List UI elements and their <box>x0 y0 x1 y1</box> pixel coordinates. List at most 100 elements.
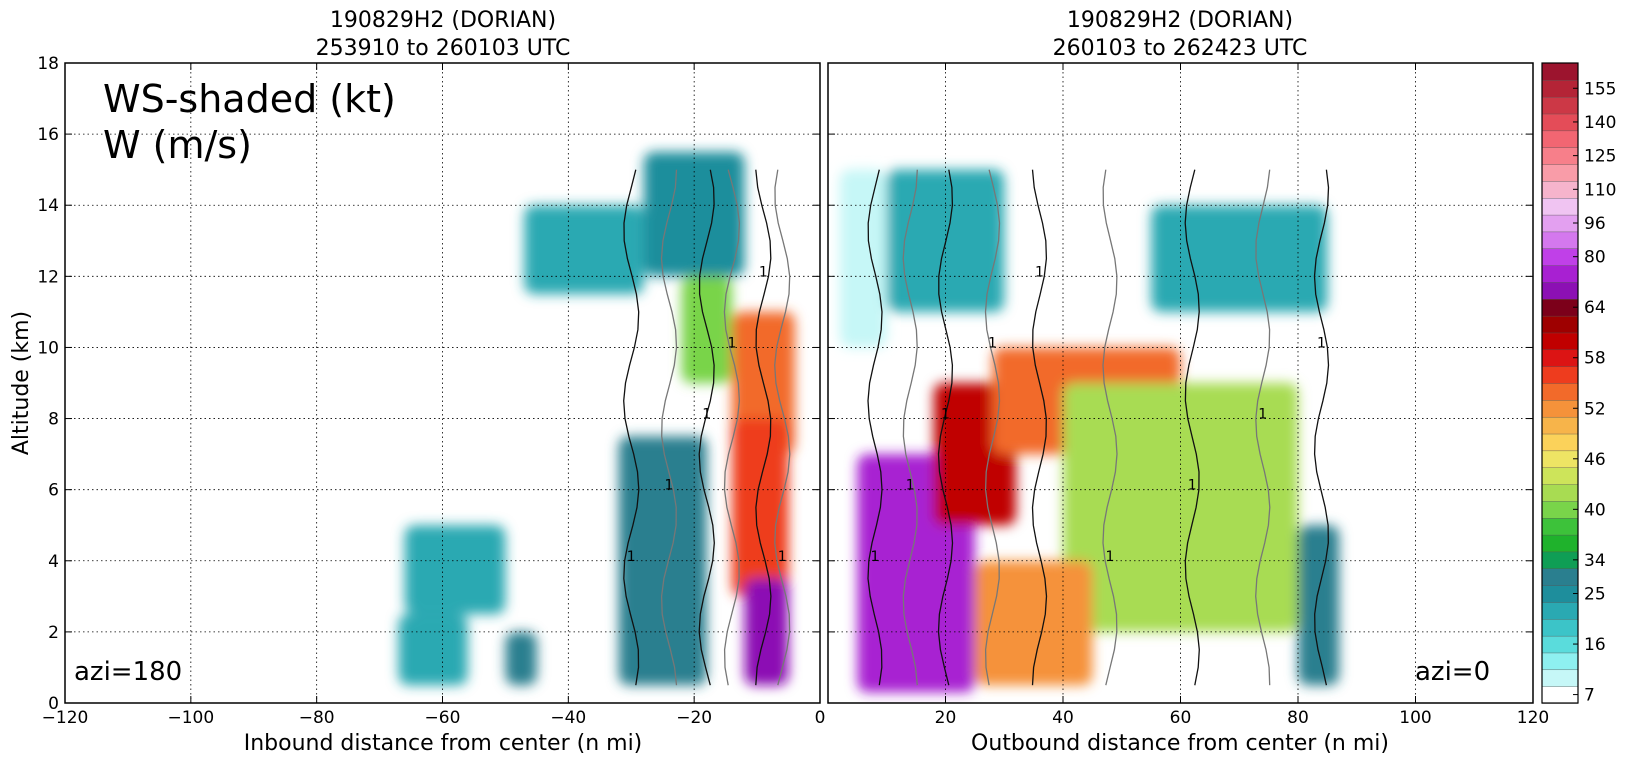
colorbar-tick-label: 64 <box>1584 298 1606 318</box>
colorbar-band <box>1541 79 1579 98</box>
x-tick-label: 0 <box>815 708 826 728</box>
left-yticks: 0 2 4 6 8 10 12 14 16 18 <box>37 54 1533 714</box>
azi-180-annotation: azi=180 <box>74 657 182 687</box>
colorbar-band <box>1541 62 1579 81</box>
colorbar-band <box>1541 315 1579 334</box>
w-contour <box>698 169 715 686</box>
wind-speed-region <box>974 560 1093 686</box>
x-tick-label: −40 <box>550 708 586 728</box>
w-contour <box>723 169 741 686</box>
right-title-line1: 190829H2 (DORIAN) <box>1067 8 1293 33</box>
contour-label: 1 <box>1188 478 1197 494</box>
colorbar-tick-label: 40 <box>1584 500 1606 520</box>
y-tick-label: 4 <box>48 552 59 572</box>
colorbar-band <box>1541 332 1579 351</box>
w-contour <box>984 169 1001 686</box>
colorbar-tick-label: 140 <box>1584 113 1616 133</box>
wind-speed-region <box>618 436 707 686</box>
w-annotation: W (m/s) <box>103 123 252 167</box>
w-contour <box>1031 169 1048 686</box>
x-tick-label: 120 <box>1517 708 1549 728</box>
contour-label: 1 <box>627 549 636 565</box>
colorbar-band <box>1541 113 1579 132</box>
colorbar-band <box>1541 365 1579 384</box>
colorbar-band <box>1541 147 1579 165</box>
y-tick-label: 10 <box>37 338 59 358</box>
colorbar-band <box>1541 517 1579 536</box>
wind-speed-region <box>524 205 644 295</box>
x-tick-label: 20 <box>935 708 957 728</box>
left-title-line2: 253910 to 260103 UTC <box>316 36 571 61</box>
right-contours: 1 1 1 1 1 1 1 1 1 <box>867 169 1330 686</box>
wind-speed-region <box>505 631 537 686</box>
colorbar-ticks: 7 16 25 34 40 46 52 58 64 80 96 110 125 140 155 <box>1573 79 1616 706</box>
w-contour <box>1255 169 1271 686</box>
colorbar-tick-label: 125 <box>1584 147 1616 167</box>
y-tick-label: 12 <box>37 267 59 287</box>
colorbar-band <box>1541 652 1579 671</box>
wind-speed-region <box>643 151 745 277</box>
contour-label: 1 <box>906 478 915 494</box>
contour-label: 1 <box>1035 264 1044 280</box>
w-contour <box>774 169 791 686</box>
colorbar-band <box>1541 349 1579 367</box>
colorbar-band <box>1541 231 1579 249</box>
colorbar: 7 16 25 34 40 46 52 58 64 80 96 110 125 140 155 <box>1541 62 1616 706</box>
right-xticks: 20 40 60 80 100 120 <box>827 63 1549 728</box>
x-tick-label: 100 <box>1399 708 1431 728</box>
colorbar-band <box>1541 433 1579 452</box>
colorbar-band <box>1541 669 1579 687</box>
x-tick-label: −100 <box>167 708 214 728</box>
colorbar-band <box>1541 500 1579 519</box>
colorbar-band <box>1541 298 1579 317</box>
contour-label: 1 <box>702 407 711 423</box>
colorbar-band <box>1541 96 1579 115</box>
x-tick-label: −20 <box>676 708 712 728</box>
y-tick-label: 18 <box>37 54 59 74</box>
x-tick-label: 40 <box>1052 708 1074 728</box>
y-tick-label: 0 <box>48 694 59 714</box>
w-contour <box>937 169 954 686</box>
colorbar-tick-label: 16 <box>1584 635 1606 655</box>
azi-0-annotation: azi=0 <box>1415 657 1490 687</box>
y-tick-label: 8 <box>48 410 59 430</box>
wind-speed-region <box>398 614 468 686</box>
contour-label: 1 <box>1317 335 1326 351</box>
colorbar-band <box>1541 551 1579 569</box>
right-xlabel: Outbound distance from center (n mi) <box>971 731 1389 756</box>
contour-label: 1 <box>1106 549 1115 565</box>
w-contour <box>1184 169 1200 686</box>
left-contours: 1 1 1 1 1 1 <box>623 169 791 686</box>
left-ylabel: Altitude (km) <box>9 311 34 455</box>
contour-label: 1 <box>988 335 997 351</box>
left-xlabel: Inbound distance from center (n mi) <box>244 731 643 756</box>
x-tick-label: −120 <box>42 708 89 728</box>
w-contour <box>867 169 883 686</box>
colorbar-band <box>1541 568 1579 586</box>
w-contour <box>755 169 772 686</box>
x-tick-label: −60 <box>425 708 461 728</box>
colorbar-band <box>1541 483 1579 502</box>
wind-speed-region <box>404 525 506 615</box>
left-title-line1: 190829H2 (DORIAN) <box>330 8 556 33</box>
colorbar-band <box>1541 264 1579 283</box>
w-contour <box>623 169 640 686</box>
w-contour <box>1313 169 1330 686</box>
y-tick-label: 6 <box>48 481 59 501</box>
colorbar-band <box>1541 534 1579 553</box>
colorbar-band <box>1541 214 1579 233</box>
colorbar-band <box>1541 467 1579 485</box>
colorbar-band <box>1541 180 1579 199</box>
contour-label: 1 <box>665 478 674 494</box>
contour-label: 1 <box>778 549 787 565</box>
contour-label: 1 <box>1258 407 1267 423</box>
x-tick-label: 60 <box>1170 708 1192 728</box>
ws-annotation: WS-shaded (kt) <box>103 77 396 121</box>
wind-speed-region <box>1151 205 1328 312</box>
y-tick-label: 14 <box>37 196 59 216</box>
y-tick-label: 16 <box>37 125 59 145</box>
wind-speed-region <box>1298 525 1340 686</box>
right-title-line2: 260103 to 262423 UTC <box>1053 36 1308 61</box>
wind-speed-region <box>839 169 887 348</box>
